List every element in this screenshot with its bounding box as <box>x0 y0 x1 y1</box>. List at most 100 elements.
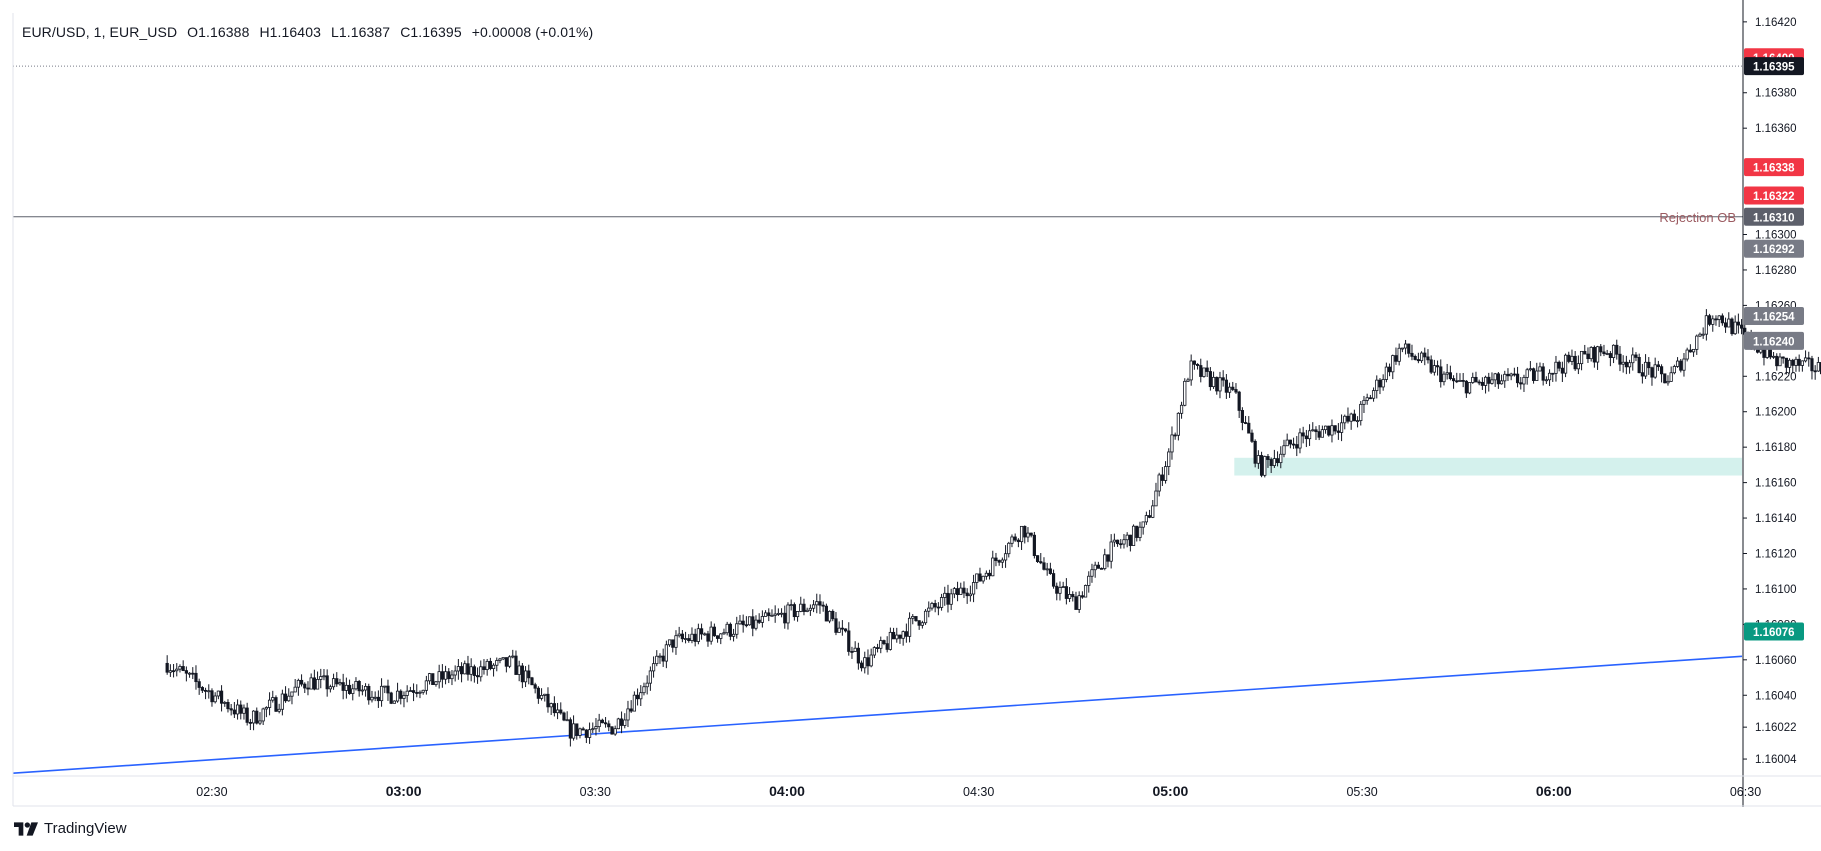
candle <box>747 616 752 626</box>
price-label-text: 1.16240 <box>1753 336 1795 348</box>
candle <box>795 611 800 622</box>
candle <box>511 649 515 659</box>
candle <box>1714 315 1718 326</box>
candle <box>443 665 448 685</box>
candle-body <box>1739 324 1744 329</box>
candle <box>1554 355 1558 382</box>
candle-body <box>1672 366 1676 374</box>
candle-body <box>984 572 988 577</box>
candle <box>578 727 582 739</box>
candle <box>1547 369 1552 387</box>
candle <box>1525 367 1529 385</box>
candle-body <box>501 657 505 660</box>
candle <box>1698 332 1702 338</box>
candle <box>1691 348 1696 357</box>
candle-body <box>1778 356 1782 367</box>
candle <box>1595 345 1600 370</box>
price-axis[interactable]: 1.16420 1.16380 1.16360 1.16300 1.16280 1.162… <box>1743 17 1797 766</box>
candle-body <box>1080 595 1084 598</box>
candle <box>1378 378 1382 395</box>
candle <box>466 655 470 681</box>
candle <box>299 674 304 687</box>
candle <box>1474 371 1478 383</box>
candle <box>367 683 371 705</box>
candle-body <box>856 647 860 664</box>
candle <box>555 702 560 720</box>
candle-body <box>1135 525 1139 538</box>
candle <box>869 648 873 668</box>
candle-body <box>1650 367 1654 378</box>
candle <box>1803 350 1808 363</box>
candle-body <box>1048 568 1052 574</box>
candle <box>459 662 464 683</box>
candle-body <box>341 682 345 691</box>
trendline[interactable] <box>12 655 1743 775</box>
candle-body <box>1464 380 1468 394</box>
candle-body <box>930 603 934 609</box>
candle-body <box>959 587 963 595</box>
candle <box>1077 591 1081 613</box>
candle <box>1471 372 1475 384</box>
candle-body <box>1170 434 1174 453</box>
candle-body <box>322 675 326 678</box>
candle-body <box>1234 389 1238 393</box>
candle <box>815 593 819 614</box>
candle <box>376 690 380 708</box>
candle-body <box>1714 318 1718 321</box>
candle-body <box>1467 382 1472 394</box>
candle <box>805 607 809 613</box>
candle-body <box>1157 474 1161 492</box>
candle-body <box>1122 539 1126 545</box>
candle <box>258 712 262 726</box>
candle-body <box>1474 376 1478 383</box>
candle <box>920 620 924 629</box>
price-label: 1.16240 <box>1744 331 1804 350</box>
candle <box>568 717 572 747</box>
candle-body <box>1055 585 1059 594</box>
candle <box>1634 352 1638 362</box>
candle-body <box>1515 373 1520 384</box>
candle-body <box>632 694 636 712</box>
candle <box>994 552 998 567</box>
candle <box>1483 375 1488 394</box>
tradingview-brand[interactable]: TradingView <box>14 820 127 837</box>
candle <box>248 718 252 731</box>
legend-change: +0.00008 (+0.01%) <box>471 24 594 40</box>
candle-body <box>882 640 886 645</box>
price-label-bg <box>1744 57 1804 76</box>
legend-symbol[interactable]: EUR/USD, 1, EUR_USD <box>22 24 178 40</box>
candle <box>1701 327 1705 339</box>
candle-body <box>1045 568 1049 571</box>
price-label-bg <box>1744 207 1804 226</box>
candle-body <box>1791 359 1795 366</box>
candle <box>226 699 230 713</box>
candle-body <box>1509 373 1513 377</box>
candle <box>351 683 355 701</box>
candle <box>495 657 499 672</box>
candle-body <box>706 633 710 642</box>
candle-body <box>1218 377 1222 392</box>
price-label-text: 1.16254 <box>1753 312 1795 324</box>
candle-body <box>827 610 832 622</box>
candle-body <box>1666 380 1670 384</box>
candle <box>1211 371 1216 389</box>
candle <box>1176 412 1180 441</box>
candle-body <box>1051 573 1056 587</box>
candle-body <box>459 666 464 675</box>
candle <box>328 684 332 693</box>
candle-body <box>1429 359 1433 373</box>
candle <box>616 717 620 730</box>
time-axis[interactable]: 02:30 03:00 03:30 04:00 04:30 05:00 05:30 06:00… <box>196 783 1821 799</box>
candle-body <box>594 726 598 730</box>
candle <box>181 660 185 672</box>
candle <box>613 725 617 736</box>
candle-body <box>747 616 752 626</box>
candle <box>1003 545 1008 568</box>
tradingview-logo-icon <box>14 821 38 836</box>
candle-body <box>488 660 492 669</box>
candle <box>1189 354 1193 386</box>
candle <box>501 657 505 661</box>
candle <box>514 650 518 675</box>
candle-body <box>619 718 624 726</box>
